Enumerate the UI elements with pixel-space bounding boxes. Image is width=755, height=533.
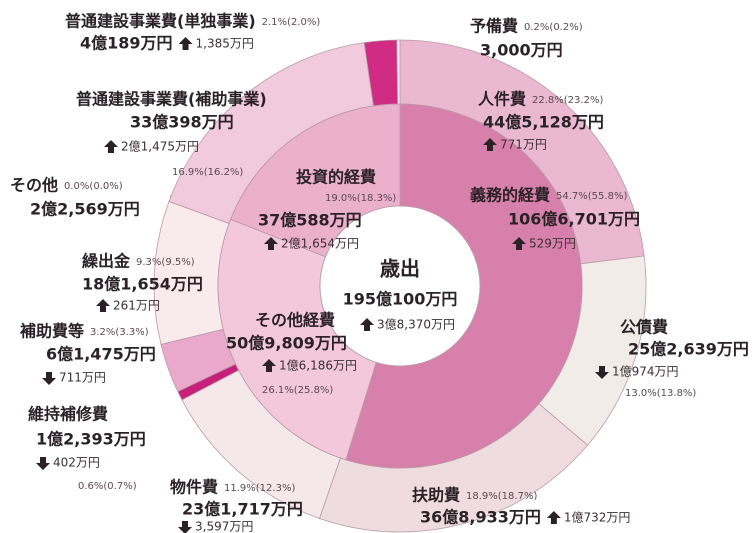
percent-label: 0.2%(0.2%) — [524, 22, 583, 33]
amount-label: 6億1,475万円 — [46, 345, 156, 364]
percent-label: 26.1%(25.8%) — [262, 385, 333, 396]
category-label: 普通建設事業費(補助事業) — [76, 90, 267, 109]
arrow-icon — [96, 299, 110, 312]
amount-label: 37億588万円 — [258, 211, 362, 230]
percent-label: 9.3%(9.5%) — [136, 257, 195, 268]
center-label: 歳出 — [380, 257, 420, 281]
arrow-icon — [36, 457, 50, 470]
change-label: 2億1,654万円 — [281, 237, 359, 251]
amount-label: 3,000万円 — [480, 41, 563, 60]
category-label: 普通建設事業費(単独事業) — [65, 12, 256, 31]
amount-label: 1億2,393万円 — [36, 430, 146, 449]
amount-label: 2億2,569万円 — [30, 200, 140, 219]
amount-label: 18億1,654万円 — [82, 275, 203, 294]
center-amount: 195億100万円 — [343, 290, 458, 309]
segment — [153, 200, 230, 345]
arrow-icon — [512, 237, 526, 250]
amount-label: 25億2,639万円 — [628, 340, 749, 359]
arrow-icon — [483, 138, 497, 151]
arrow-icon — [178, 37, 193, 50]
category-label: 人件費 — [478, 90, 526, 109]
change-label: 771万円 — [500, 138, 547, 152]
arrow-icon — [262, 359, 276, 372]
category-label: 公債費 — [620, 318, 668, 337]
percent-label: 0.0%(0.0%) — [64, 181, 123, 192]
arrow-icon — [42, 372, 56, 385]
category-label: 繰出金 — [82, 252, 131, 271]
segment — [396, 39, 401, 105]
arrow-icon — [178, 521, 192, 533]
percent-label: 19.0%(18.3%) — [325, 193, 396, 204]
category-label: 補助費等 — [19, 322, 84, 341]
category-label: その他 — [10, 176, 58, 195]
category-label: 維持補修費 — [28, 405, 108, 424]
amount-label: 106億6,701万円 — [508, 210, 640, 229]
percent-label: 13.0%(13.8%) — [625, 388, 696, 399]
change-label: 529万円 — [529, 237, 576, 251]
change-label: 261万円 — [113, 299, 160, 313]
change-label: 1億974万円 — [612, 365, 679, 379]
percent-label: 54.7%(55.8%) — [556, 191, 627, 202]
change-label: 1,385万円 — [196, 37, 254, 51]
change-label: 1億6,186万円 — [279, 359, 357, 373]
amount-label: 4億189万円 — [80, 34, 173, 53]
percent-label: 18.9%(18.7%) — [466, 491, 537, 502]
amount-label: 44億5,128万円 — [483, 113, 604, 132]
arrow-icon — [595, 366, 609, 379]
category-label: 予備費 — [470, 17, 518, 36]
change-label: 1億732万円 — [564, 511, 631, 525]
percent-label: 22.8%(23.2%) — [532, 95, 603, 106]
arrow-icon — [104, 140, 118, 153]
percent-label: 16.9%(16.2%) — [172, 167, 243, 178]
percent-label: 3.2%(3.3%) — [90, 327, 149, 338]
arrow-icon — [264, 237, 278, 250]
category-label: その他経費 — [255, 311, 335, 330]
center-change: 3億8,370万円 — [377, 318, 455, 332]
percent-label: 0.6%(0.7%) — [78, 481, 137, 492]
category-label: 投資的経費 — [296, 168, 376, 187]
arrow-icon — [546, 511, 561, 524]
amount-label: 36億8,933万円 — [420, 508, 541, 527]
change-label: 3,597万円 — [195, 520, 253, 533]
center-hole — [319, 205, 481, 367]
change-label: 2億1,475万円 — [121, 140, 199, 154]
category-label: 義務的経費 — [470, 186, 550, 205]
category-label: 扶助費 — [412, 486, 460, 505]
category-label: 物件費 — [170, 478, 218, 497]
percent-label: 2.1%(2.0%) — [262, 17, 321, 28]
arrow-icon — [360, 318, 374, 331]
amount-label: 23億1,717万円 — [182, 500, 303, 519]
amount-label: 50億9,809万円 — [226, 334, 347, 353]
change-label: 402万円 — [53, 456, 100, 470]
percent-label: 11.9%(12.3%) — [224, 483, 295, 494]
change-label: 711万円 — [59, 371, 106, 385]
amount-label: 33億398万円 — [130, 113, 234, 132]
